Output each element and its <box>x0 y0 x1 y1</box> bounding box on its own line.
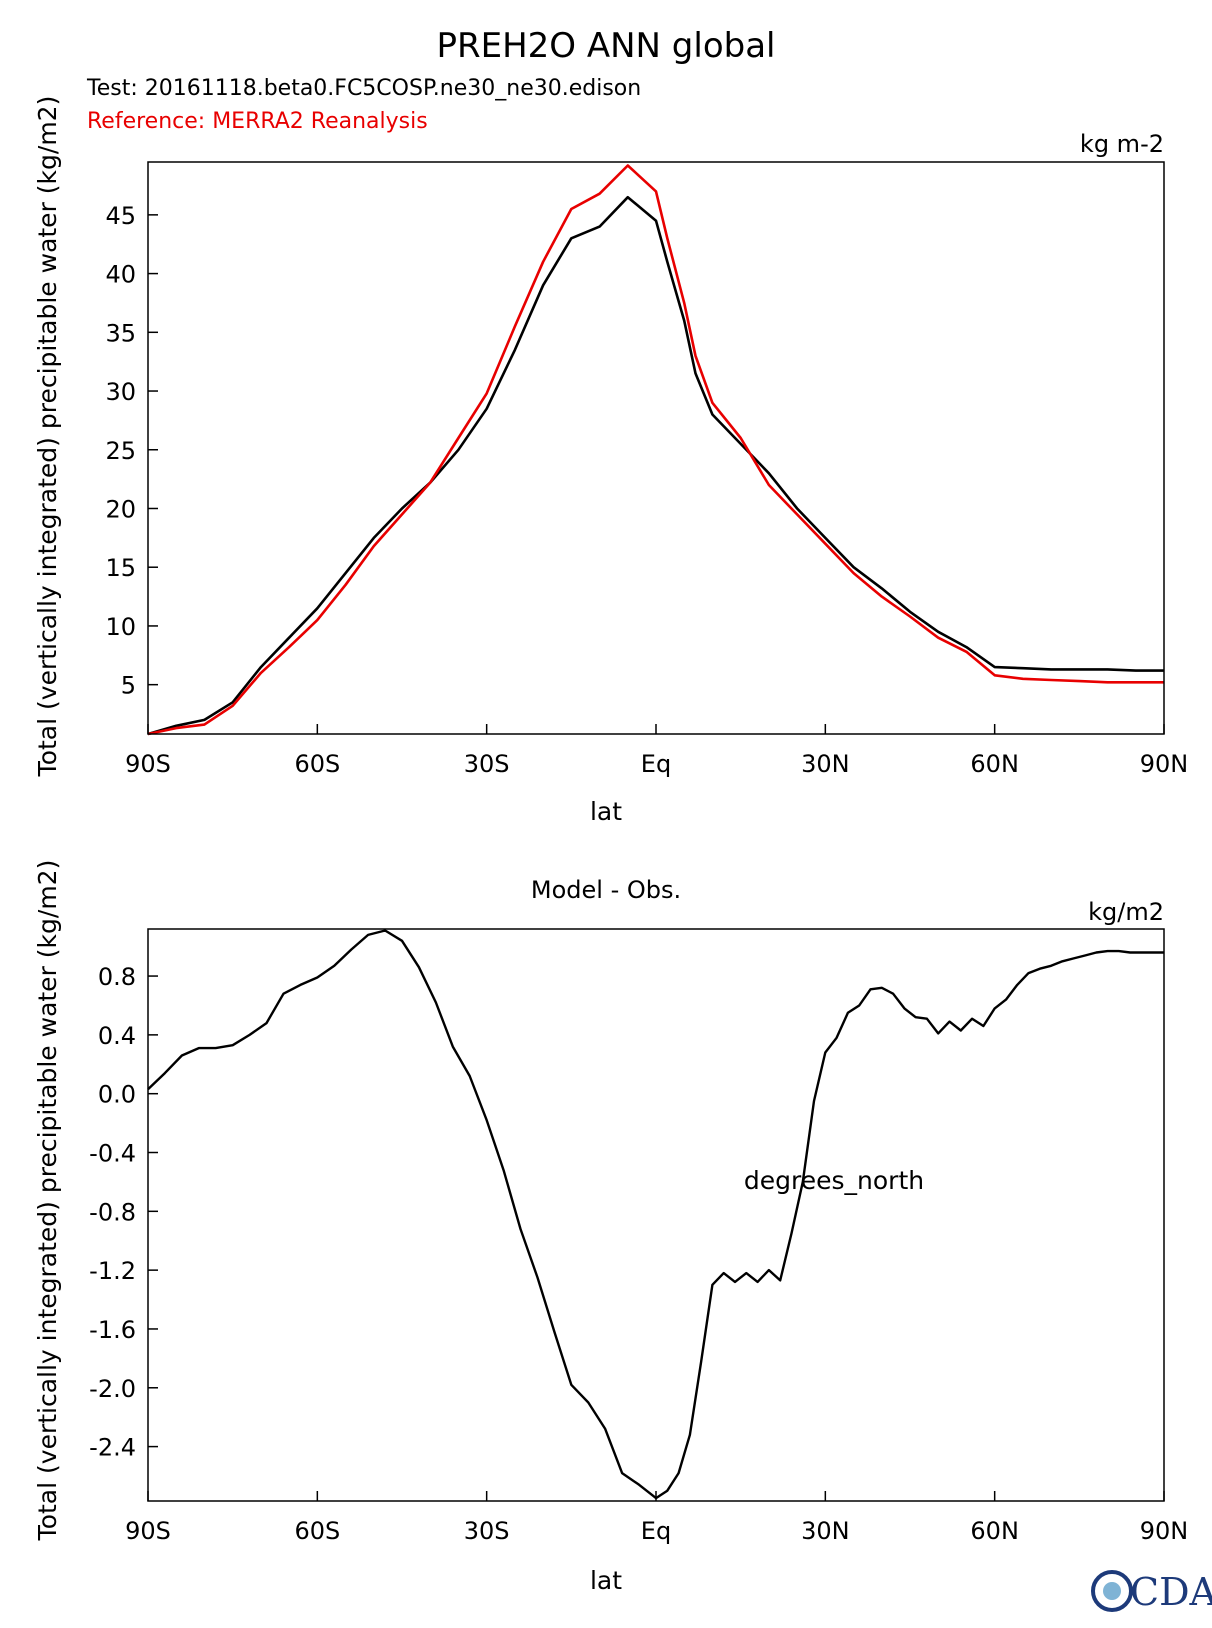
cdat-logo: CDAT <box>1091 1570 1212 1614</box>
bottom-y-tick-label: -0.8 <box>89 1198 136 1226</box>
top-x-tick-label: 30S <box>464 750 510 778</box>
cdat-globe-core-icon <box>1103 1582 1121 1600</box>
top-x-tick-label: Eq <box>641 750 671 778</box>
top-x-axis-label: lat <box>590 797 622 826</box>
top-series-test-line <box>147 195 1164 736</box>
top-line-chart: kg m-2 90S 60S 30S Eq 30N 60N 90N 5 10 15 20 25 30 3… <box>105 130 1188 826</box>
top-x-tick-label: 60S <box>294 750 340 778</box>
bottom-y-axis: -2.4 -2.0 -1.6 -1.2 -0.8 -0.4 0.0 0.4 0.8 <box>89 963 158 1462</box>
top-x-tick-label: 90S <box>125 750 171 778</box>
bottom-x-tick-label: 90N <box>1140 1517 1189 1545</box>
bottom-series-model-obs-line <box>147 929 1164 1500</box>
top-plot-frame <box>147 161 1165 735</box>
bottom-y-tick-label: -1.2 <box>89 1257 136 1285</box>
bottom-chart-title: Model - Obs. <box>531 876 681 904</box>
bottom-x-tick-label: 60S <box>294 1517 340 1545</box>
bottom-x-tick-label: 30N <box>801 1517 850 1545</box>
degrees-north-annotation: degrees_north <box>744 1166 924 1195</box>
top-y-tick-label: 45 <box>105 202 136 230</box>
bottom-x-tick-label: 90S <box>125 1517 171 1545</box>
top-x-tick-label: 60N <box>970 750 1019 778</box>
top-y-tick-label: 20 <box>105 495 136 523</box>
top-y-tick-label: 10 <box>105 613 136 641</box>
cdat-logo-text: CDAT <box>1130 1570 1212 1614</box>
top-x-tick-label: 30N <box>801 750 850 778</box>
bottom-x-tick-label: 30S <box>464 1517 510 1545</box>
top-units-label: kg m-2 <box>1080 130 1164 158</box>
test-label: Test: 20161118.beta0.FC5COSP.ne30_ne30.e… <box>86 76 641 101</box>
top-y-tick-label: 40 <box>105 261 136 289</box>
top-x-axis: 90S 60S 30S Eq 30N 60N 90N <box>125 724 1188 778</box>
bottom-y-tick-label: -1.6 <box>89 1316 136 1344</box>
bottom-x-tick-label: Eq <box>641 1517 671 1545</box>
bottom-y-tick-label: 0.8 <box>98 963 136 991</box>
bottom-line-chart: Model - Obs. kg/m2 degrees_north 90S 60S 3… <box>89 876 1188 1595</box>
top-x-tick-label: 90N <box>1140 750 1189 778</box>
bottom-y-tick-label: 0.4 <box>98 1022 136 1050</box>
bottom-y-tick-label: -0.4 <box>89 1140 136 1168</box>
bottom-y-axis-label: Total (vertically integrated) precipitab… <box>33 860 62 1542</box>
top-y-tick-label: 5 <box>121 672 136 700</box>
bottom-y-tick-label: -2.4 <box>89 1434 136 1462</box>
top-series-group <box>147 164 1164 736</box>
reference-label: Reference: MERRA2 Reanalysis <box>87 109 428 134</box>
top-y-tick-label: 30 <box>105 378 136 406</box>
bottom-x-tick-label: 60N <box>970 1517 1019 1545</box>
bottom-units-label: kg/m2 <box>1088 898 1164 926</box>
cdat-globe-icon <box>1091 1570 1133 1612</box>
top-y-axis-label: Total (vertically integrated) precipitab… <box>33 96 62 778</box>
bottom-y-tick-label: 0.0 <box>98 1081 136 1109</box>
bottom-series-group <box>147 929 1164 1500</box>
bottom-y-tick-label: -2.0 <box>89 1375 136 1403</box>
top-y-tick-label: 35 <box>105 319 136 347</box>
figure-title: PREH2O ANN global <box>436 26 775 66</box>
bottom-x-axis: 90S 60S 30S Eq 30N 60N 90N <box>125 1491 1188 1545</box>
top-y-tick-label: 15 <box>105 554 136 582</box>
top-series-reference-line <box>147 164 1164 736</box>
bottom-x-axis-label: lat <box>590 1566 622 1595</box>
bottom-plot-frame <box>147 928 1165 1502</box>
top-y-axis: 5 10 15 20 25 30 35 40 45 <box>105 202 158 700</box>
top-y-tick-label: 25 <box>105 437 136 465</box>
